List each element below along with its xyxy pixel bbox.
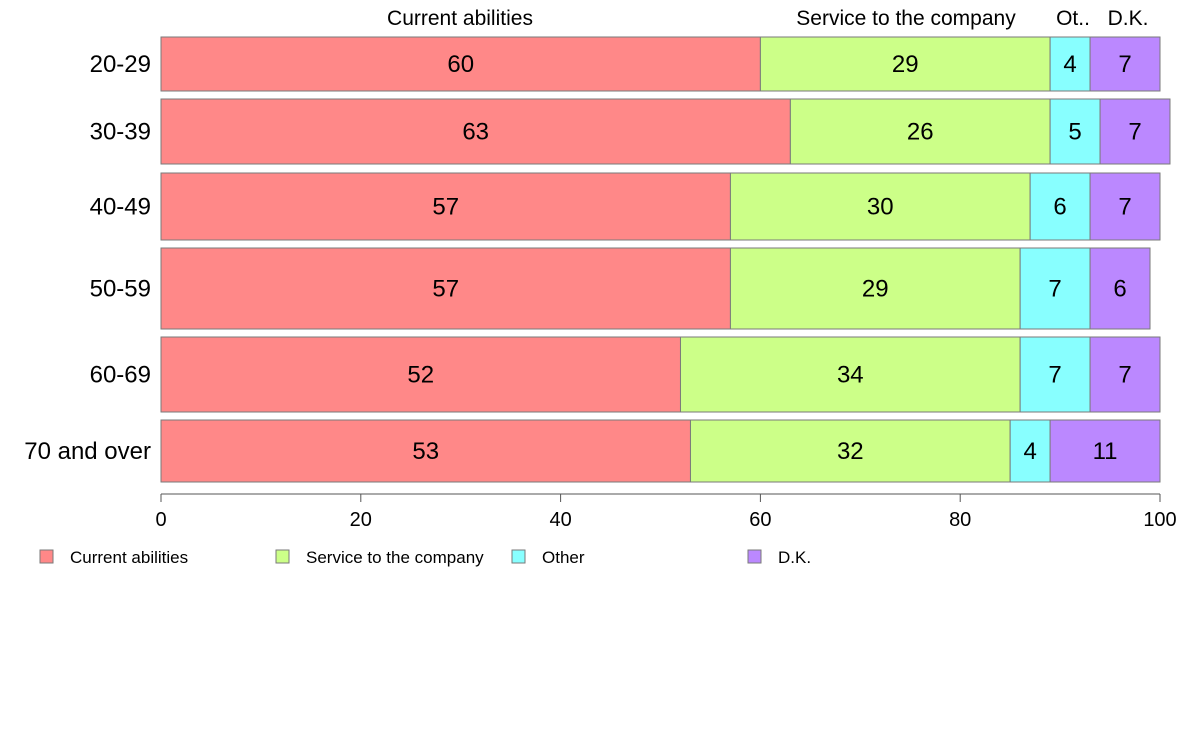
category-label-20-29: 20-29 xyxy=(90,51,151,78)
data-label-20-29-d-k: 7 xyxy=(1118,51,1131,78)
x-tick-label: 0 xyxy=(155,509,166,531)
bar-50-59-current-abilities xyxy=(160,247,731,330)
bar-20-29-d-k xyxy=(1089,36,1161,92)
data-label-30-39-other: 5 xyxy=(1068,119,1081,146)
legend-label: Service to the company xyxy=(306,548,484,567)
data-label-60-69-service-to-the-company: 34 xyxy=(837,362,864,389)
bar-20-29-current-abilities xyxy=(160,36,761,92)
bar-70-and-over-other xyxy=(1009,419,1051,483)
category-label-50-59: 50-59 xyxy=(90,276,151,303)
column-header-current-abilities: Current abilities xyxy=(387,7,533,30)
data-label-60-69-d-k: 7 xyxy=(1118,362,1131,389)
data-label-50-59-service-to-the-company: 29 xyxy=(862,276,889,303)
bar-30-39-current-abilities xyxy=(160,98,791,165)
data-label-70-and-over-other: 4 xyxy=(1023,438,1036,465)
bar-70-and-over-service-to-the-company xyxy=(689,419,1011,483)
data-label-70-and-over-service-to-the-company: 32 xyxy=(837,438,864,465)
x-tick-label: 100 xyxy=(1143,509,1176,531)
legend-swatch xyxy=(275,549,290,564)
legend-label: Current abilities xyxy=(70,548,188,567)
bars: 60 29 4 763 26 5 757 30 6 757 29 7 652 34 7 753 32 4 11 xyxy=(160,36,1171,483)
data-label-60-69-current-abilities: 52 xyxy=(407,362,434,389)
data-label-40-49-other: 6 xyxy=(1053,194,1066,221)
data-label-50-59-other: 7 xyxy=(1048,276,1061,303)
data-label-60-69-other: 7 xyxy=(1048,362,1061,389)
legend-label: D.K. xyxy=(778,548,811,567)
legend-item-service-to-the-company: Service to the company xyxy=(275,548,484,567)
bar-70-and-over-d-k xyxy=(1049,419,1161,483)
data-label-40-49-d-k: 7 xyxy=(1118,194,1131,221)
x-tick-label: 60 xyxy=(749,509,771,531)
bar-20-29-other xyxy=(1049,36,1091,92)
legend-item-d-k: D.K. xyxy=(747,548,811,567)
data-label-50-59-current-abilities: 57 xyxy=(432,276,459,303)
x-tick-label: 40 xyxy=(549,509,571,531)
bar-70-and-over-current-abilities xyxy=(160,419,691,483)
category-label-30-39: 30-39 xyxy=(90,119,151,146)
x-axis: 0 20 40 60 80 100 xyxy=(155,493,1177,531)
legend: Current abilities Service to the company O… xyxy=(39,548,811,567)
bar-50-59-d-k xyxy=(1089,247,1151,330)
bar-30-39-other xyxy=(1049,98,1101,165)
data-label-50-59-d-k: 6 xyxy=(1113,276,1126,303)
category-label-60-69: 60-69 xyxy=(90,362,151,389)
bar-40-49-current-abilities xyxy=(160,172,731,241)
category-label-40-49: 40-49 xyxy=(90,194,151,221)
data-label-20-29-other: 4 xyxy=(1063,51,1076,78)
category-label-70-and-over: 70 and over xyxy=(24,438,151,465)
legend-swatch xyxy=(39,549,54,564)
bar-20-29-service-to-the-company xyxy=(759,36,1051,92)
x-tick-label: 20 xyxy=(350,509,372,531)
data-label-20-29-service-to-the-company: 29 xyxy=(892,51,919,78)
column-header-service-to-the-company: Service to the company xyxy=(796,7,1016,30)
x-tick-label: 80 xyxy=(949,509,971,531)
data-label-40-49-current-abilities: 57 xyxy=(432,194,459,221)
column-header-ot: Ot.. xyxy=(1056,7,1090,30)
column-header-d-k: D.K. xyxy=(1108,7,1149,30)
bar-60-69-other xyxy=(1019,336,1091,413)
category-labels: 20-29 30-39 40-49 50-59 60-69 70 and over xyxy=(24,51,151,465)
data-label-70-and-over-current-abilities: 53 xyxy=(412,438,439,465)
legend-swatch xyxy=(747,549,762,564)
bar-40-49-d-k xyxy=(1089,172,1161,241)
data-label-30-39-d-k: 7 xyxy=(1128,119,1141,146)
bar-30-39-service-to-the-company xyxy=(789,98,1051,165)
legend-item-other: Other xyxy=(511,548,585,567)
legend-item-current-abilities: Current abilities xyxy=(39,548,188,567)
data-label-30-39-service-to-the-company: 26 xyxy=(907,119,934,146)
legend-swatch xyxy=(511,549,526,564)
bar-60-69-current-abilities xyxy=(160,336,681,413)
data-label-70-and-over-d-k: 11 xyxy=(1093,438,1118,465)
bar-40-49-service-to-the-company xyxy=(729,172,1031,241)
column-headers: Current abilities Service to the company O… xyxy=(387,7,1148,30)
data-label-30-39-current-abilities: 63 xyxy=(462,119,489,146)
bar-60-69-d-k xyxy=(1089,336,1161,413)
data-label-40-49-service-to-the-company: 30 xyxy=(867,194,894,221)
bar-30-39-d-k xyxy=(1099,98,1171,165)
legend-label: Other xyxy=(542,548,585,567)
data-label-20-29-current-abilities: 60 xyxy=(447,51,474,78)
bar-60-69-service-to-the-company xyxy=(679,336,1021,413)
bar-50-59-service-to-the-company xyxy=(729,247,1021,330)
